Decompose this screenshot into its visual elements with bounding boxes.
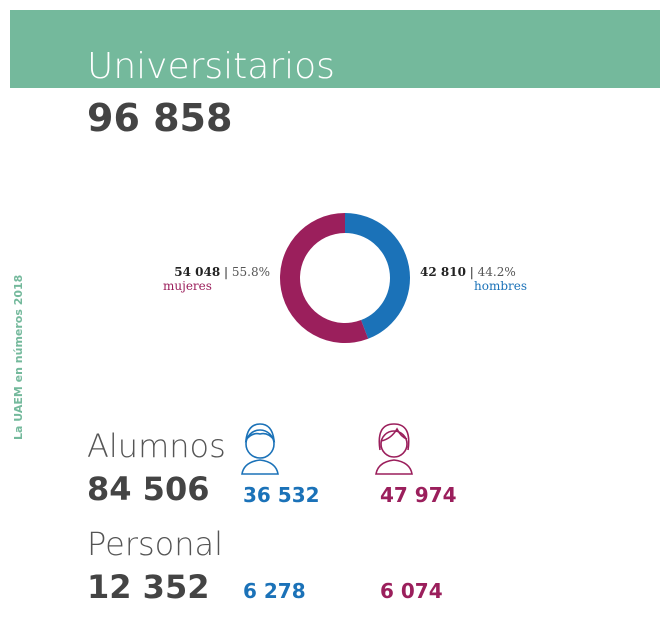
value-label: 54 048 [174,265,220,279]
mujeres-label: 54 048 | 55.8% [174,265,270,279]
female-icon [375,423,413,475]
legend-label: mujeres [163,279,212,293]
hombres-label: 42 810 | 44.2% [420,265,516,279]
header-band [10,10,660,88]
stat-mujeres: 47 974 [380,483,457,507]
donut-slice [345,213,410,339]
title: Universitarios [87,46,335,87]
percent-label: 55.8% [232,265,270,279]
stat-total: 84 506 [87,470,209,508]
legend-label: hombres [474,279,527,293]
donut-slice [279,213,369,343]
total: 96 858 [87,96,232,140]
percent-label: 44.2% [478,265,516,279]
stat-label: Alumnos [87,427,226,465]
value-label: 42 810 [420,265,466,279]
donut [279,213,410,343]
stat-hombres: 6 278 [243,579,306,603]
male-icon [241,423,279,475]
stat-total: 12 352 [87,568,209,606]
stat-label: Personal [87,525,223,563]
stat-mujeres: 6 074 [380,579,443,603]
stat-hombres: 36 532 [243,483,320,507]
side-text: La UAEM en números 2018 [12,275,25,440]
